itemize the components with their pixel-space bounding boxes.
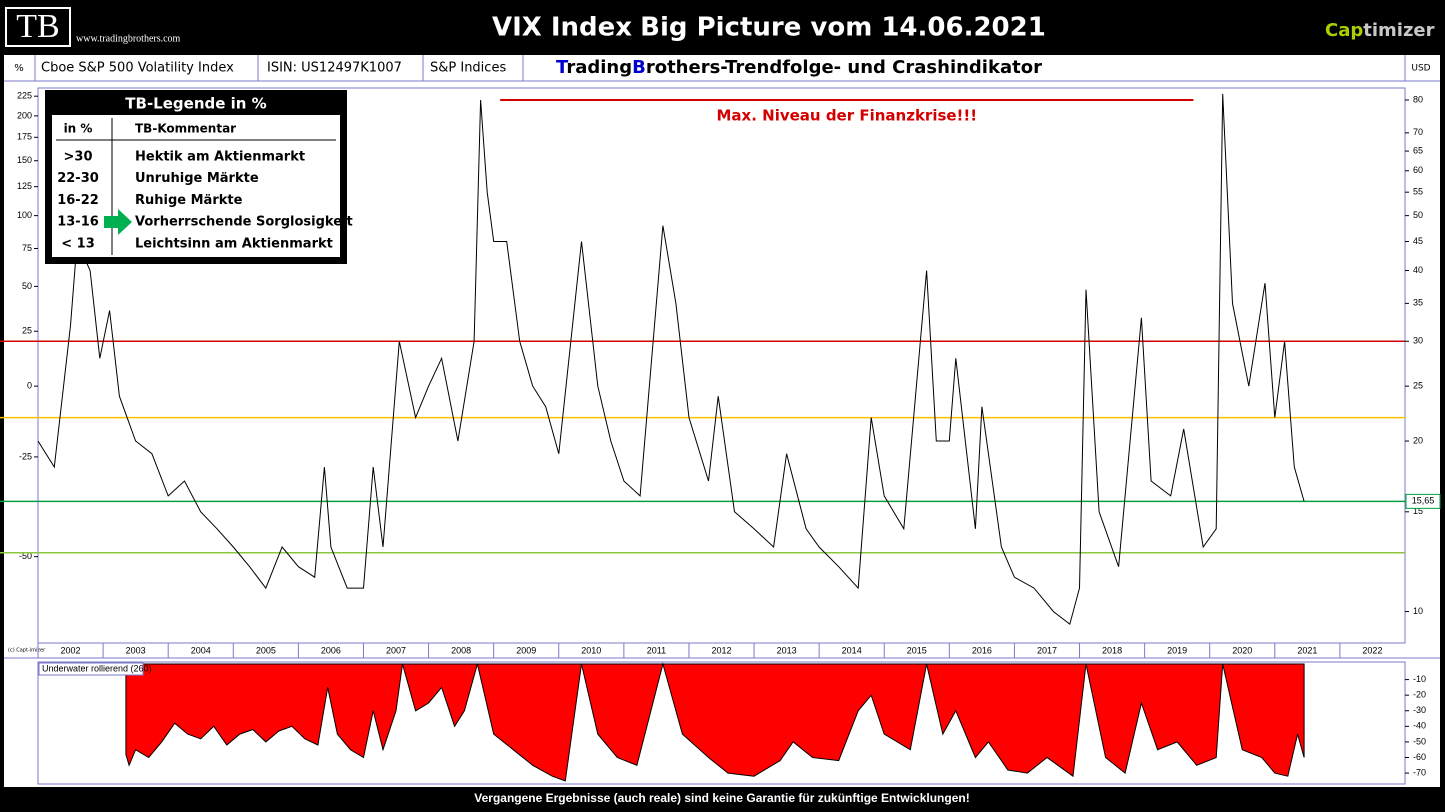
y2-tick-label: 0 (27, 381, 32, 391)
x-tick-label: 2004 (191, 645, 211, 655)
plot: 10 15 20 25 30 35 40 45 50 55 60 65 70 80 -50 -25 0 25 50 7… (0, 91, 1441, 782)
provider: S&P Indices (430, 61, 506, 76)
x-tick-label: 2006 (321, 645, 341, 655)
vix-line (37, 93, 1305, 626)
annotation: Max. Niveau der Finanzkrise!!! (717, 107, 978, 125)
legend-table (52, 115, 340, 257)
url: www.tradingbrothers.com (76, 33, 181, 44)
y-tick-label: -40 (1413, 721, 1426, 731)
unit-left: % (14, 63, 24, 74)
legend-comment: Leichtsinn am Aktienmarkt (135, 236, 333, 251)
y-tick-label: 50 (1413, 210, 1423, 220)
y-tick-label: 45 (1413, 236, 1423, 246)
x-tick-label: 2020 (1232, 645, 1252, 655)
value-badge (1405, 493, 1441, 509)
x-tick-label: 2013 (777, 645, 797, 655)
y-tick-label: 55 (1413, 187, 1423, 197)
y-tick-label: 40 (1413, 265, 1423, 275)
legend-arrow (104, 209, 132, 235)
legend-range: >30 (64, 150, 93, 165)
y-tick-label: 10 (1413, 606, 1423, 616)
y2-tick-label: 100 (17, 210, 32, 220)
legend-header: in % (64, 122, 93, 136)
y2-tick-label: 200 (17, 110, 32, 120)
legend-range: 22-30 (57, 171, 99, 186)
x-tick-label: 2022 (1362, 645, 1382, 655)
x-tick-label: 2017 (1037, 645, 1057, 655)
copyright: (c) Capt-imizer (8, 648, 46, 654)
tb-legend: TB-Legende in % in % TB-Kommentar >30 Hek… (45, 90, 353, 264)
x-tick-label: 2003 (126, 645, 146, 655)
brand: Captimizer (1325, 20, 1435, 41)
unit-right: USD (1411, 64, 1430, 74)
legend-range: 16-22 (57, 193, 99, 208)
x-tick-label: 2011 (647, 645, 666, 655)
y-tick-label: -30 (1413, 705, 1426, 715)
legend-header: TB-Kommentar (135, 122, 236, 136)
x-tick-label: 2015 (907, 645, 927, 655)
x-tick-label: 2002 (61, 645, 81, 655)
y-tick-label: 35 (1413, 298, 1423, 308)
logo-box (5, 7, 71, 47)
legend-comment: Hektik am Aktienmarkt (135, 150, 305, 165)
panel-label-box (38, 662, 144, 676)
x-tick-label: 2014 (842, 645, 862, 655)
legend-title: TB-Legende in % (125, 95, 266, 113)
y-tick-label: 30 (1413, 336, 1423, 346)
x-tick-label: 2008 (451, 645, 471, 655)
subtitle: Big Picture vom 14.06.2021 (640, 13, 1046, 43)
panel-title: Underwater rollierend (260) (42, 663, 152, 673)
x-tick-label: 2016 (972, 645, 992, 655)
y-tick-label: -60 (1413, 752, 1426, 762)
index-name: Cboe S&P 500 Volatility Index (41, 61, 234, 76)
y-tick-label: 20 (1413, 435, 1423, 445)
logo: TB (16, 8, 59, 45)
legend-comment: Vorherrschende Sorglosigkeit (135, 215, 353, 230)
y-tick-label: 60 (1413, 165, 1423, 175)
legend-comment: Ruhige Märkte (135, 193, 243, 208)
y-tick-label: 25 (1413, 381, 1423, 391)
y-tick-label: -20 (1413, 690, 1426, 700)
y-tick-label: 65 (1413, 145, 1423, 155)
y2-tick-label: -25 (19, 451, 32, 461)
y-tick-label: -50 (1413, 736, 1426, 746)
y2-tick-label: 150 (17, 155, 32, 165)
y-tick-label: 80 (1413, 94, 1423, 104)
y2-tick-label: 225 (17, 91, 32, 101)
x-tick-label: 2019 (1167, 645, 1187, 655)
heading: TradingBrothers-Trendfolge- und Crashind… (556, 57, 1042, 78)
x-tick-label: 2012 (711, 645, 731, 655)
x-tick-label: 2007 (386, 645, 406, 655)
footer: Vergangene Ergebnisse (auch reale) sind … (474, 791, 969, 805)
y2-tick-label: 75 (22, 243, 32, 253)
x-tick-label: 2005 (256, 645, 276, 655)
y2-tick-label: 25 (22, 326, 32, 336)
value-label: 15,65 (1412, 496, 1435, 506)
y2-tick-label: 175 (17, 132, 32, 142)
y2-tick-label: -50 (19, 551, 32, 561)
frame (4, 55, 1440, 785)
x-tick-label: 2010 (581, 645, 601, 655)
x-tick-label: 2018 (1102, 645, 1122, 655)
legend-range: 13-16 (57, 215, 99, 230)
y2-tick-label: 50 (22, 281, 32, 291)
y-tick-label: -70 (1413, 767, 1426, 777)
y-tick-label: -10 (1413, 674, 1426, 684)
y-tick-label: 15 (1413, 506, 1423, 516)
legend-range: < 13 (61, 236, 95, 251)
underwater-area (125, 662, 1305, 782)
x-tick-label: 2021 (1297, 645, 1317, 655)
isin: ISIN: US12497K1007 (267, 61, 402, 76)
legend-comment: Unruhige Märkte (135, 171, 259, 186)
y2-tick-label: 125 (17, 181, 32, 191)
title: VIX Index (492, 13, 632, 43)
x-tick-label: 2009 (516, 645, 536, 655)
y-tick-label: 70 (1413, 127, 1423, 137)
